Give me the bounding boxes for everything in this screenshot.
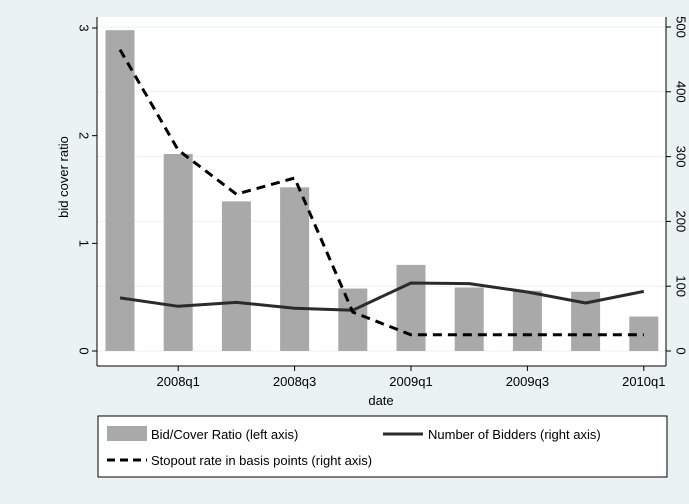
legend: Bid/Cover Ratio (left axis) Number of Bi… — [97, 415, 668, 478]
bar-2009q1 — [396, 264, 426, 351]
bar-2007q4 — [105, 30, 135, 352]
y-left-tick-label-3: 3 — [77, 24, 92, 31]
y-left-tick-label-1: 1 — [77, 240, 92, 247]
legend-box — [97, 415, 668, 478]
bar-2008q4 — [338, 288, 368, 351]
y-right-tick-label-300: 300 — [674, 146, 689, 168]
y-axis-left-label: bid cover ratio — [56, 136, 71, 218]
bar-series — [105, 30, 659, 352]
line-series — [118, 48, 645, 337]
y-right-tick-label-200: 200 — [674, 211, 689, 233]
tick-marks: 0 1 2 3 0 100 200 300 400 500 2008q1 2008q3 2009q1 20… — [77, 16, 689, 389]
x-tick-label-2009q1: 2009q1 — [389, 374, 432, 389]
bar-2008q3 — [280, 187, 310, 351]
legend-label-bid-cover: Bid/Cover Ratio (left axis) — [151, 427, 298, 442]
line-stopout-rate — [118, 48, 644, 337]
bar-2008q1 — [163, 153, 193, 351]
x-tick-label-2009q3: 2009q3 — [506, 374, 549, 389]
y-right-tick-label-100: 100 — [674, 275, 689, 297]
y-right-tick-label-0: 0 — [674, 347, 689, 354]
y-left-tick-label-2: 2 — [77, 132, 92, 139]
y-left-tick-label-0: 0 — [77, 347, 92, 354]
legend-swatch-bid-cover — [107, 426, 147, 441]
bar-2009q3 — [512, 290, 542, 351]
bar-2008q2 — [221, 201, 251, 351]
legend-label-bidders: Number of Bidders (right axis) — [428, 427, 601, 442]
y-right-tick-label-400: 400 — [674, 81, 689, 103]
x-tick-label-2008q1: 2008q1 — [157, 374, 200, 389]
legend-label-stopout: Stopout rate in basis points (right axis… — [151, 453, 372, 468]
y-right-tick-label-500: 500 — [674, 16, 689, 38]
axes — [96, 17, 667, 367]
x-axis-label: date — [368, 393, 393, 408]
x-tick-label-2010q1: 2010q1 — [622, 374, 665, 389]
line-number-of-bidders — [119, 281, 645, 312]
bar-2009q2 — [454, 287, 484, 351]
x-tick-label-2008q3: 2008q3 — [273, 374, 316, 389]
